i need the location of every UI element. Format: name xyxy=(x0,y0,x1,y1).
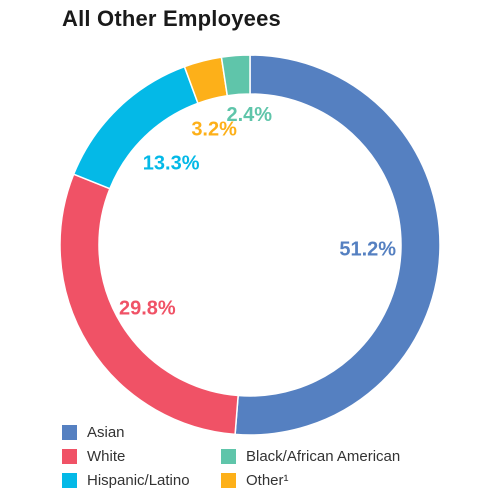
legend-swatch-other xyxy=(221,473,236,488)
legend-label-black-african-american: Black/African American xyxy=(246,448,401,465)
slice-black-african-american xyxy=(220,54,251,97)
slice-asian xyxy=(234,54,441,436)
legend-item-other: Other¹ xyxy=(221,472,289,489)
legend-item-asian: Asian xyxy=(62,424,125,441)
legend-swatch-white xyxy=(62,449,77,464)
legend-label-hispanic-latino: Hispanic/Latino xyxy=(87,472,190,489)
legend-swatch-asian xyxy=(62,425,77,440)
legend-item-hispanic-latino: Hispanic/Latino xyxy=(62,472,190,489)
data-label-other: 3.2% xyxy=(191,119,237,141)
chart-legend: Asian White Hispanic/Latino Black/Africa… xyxy=(62,424,462,494)
data-label-asian: 51.2% xyxy=(339,239,396,261)
legend-swatch-black-african-american xyxy=(221,449,236,464)
legend-item-black-african-american: Black/African American xyxy=(221,448,400,465)
data-label-white: 29.8% xyxy=(119,298,176,320)
chart-title: All Other Employees xyxy=(62,6,281,31)
data-label-hispanic-latino: 13.3% xyxy=(143,153,200,175)
legend-swatch-hispanic-latino xyxy=(62,473,77,488)
legend-label-other: Other¹ xyxy=(246,472,289,489)
legend-item-white: White xyxy=(62,448,125,465)
legend-label-asian: Asian xyxy=(87,424,125,441)
legend-label-white: White xyxy=(87,448,126,465)
data-label-black-african-american: 2.4% xyxy=(226,104,272,126)
